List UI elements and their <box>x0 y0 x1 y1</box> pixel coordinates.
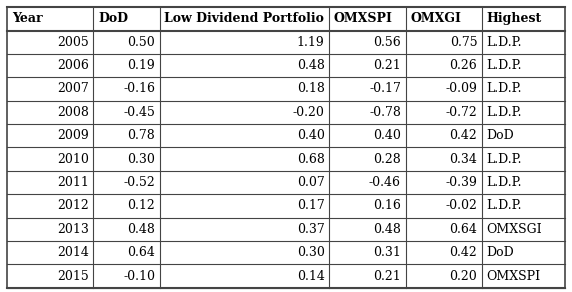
Text: 0.26: 0.26 <box>450 59 478 72</box>
Text: L.D.P.: L.D.P. <box>486 199 522 212</box>
Text: 0.21: 0.21 <box>374 59 401 72</box>
Text: L.D.P.: L.D.P. <box>486 83 522 95</box>
Text: DoD: DoD <box>486 129 514 142</box>
Text: -0.72: -0.72 <box>446 106 478 119</box>
Text: 2014: 2014 <box>57 246 89 259</box>
Text: 2011: 2011 <box>57 176 89 189</box>
Text: 0.40: 0.40 <box>297 129 325 142</box>
Text: -0.46: -0.46 <box>369 176 401 189</box>
Text: Year: Year <box>11 12 42 25</box>
Text: OMXSPI: OMXSPI <box>333 12 392 25</box>
Text: 0.30: 0.30 <box>297 246 325 259</box>
Text: L.D.P.: L.D.P. <box>486 153 522 166</box>
Text: 0.31: 0.31 <box>373 246 401 259</box>
Text: 0.64: 0.64 <box>128 246 155 259</box>
Text: 0.28: 0.28 <box>374 153 401 166</box>
Text: 2015: 2015 <box>57 270 89 283</box>
Text: 0.78: 0.78 <box>128 129 155 142</box>
Text: -0.52: -0.52 <box>124 176 155 189</box>
Text: 0.14: 0.14 <box>297 270 325 283</box>
Text: Low Dividend Portfolio: Low Dividend Portfolio <box>164 12 324 25</box>
Text: Highest: Highest <box>486 12 542 25</box>
Text: OMXSGI: OMXSGI <box>486 223 542 236</box>
Text: 0.20: 0.20 <box>450 270 478 283</box>
Text: 0.75: 0.75 <box>450 36 478 49</box>
Text: 2009: 2009 <box>57 129 89 142</box>
Text: 0.19: 0.19 <box>128 59 155 72</box>
Text: 1.19: 1.19 <box>297 36 325 49</box>
Text: -0.20: -0.20 <box>293 106 325 119</box>
Text: 0.18: 0.18 <box>297 83 325 95</box>
Text: 0.40: 0.40 <box>373 129 401 142</box>
Text: -0.09: -0.09 <box>446 83 478 95</box>
Text: 0.37: 0.37 <box>297 223 325 236</box>
Text: 0.48: 0.48 <box>373 223 401 236</box>
Text: DoD: DoD <box>486 246 514 259</box>
Text: 0.21: 0.21 <box>374 270 401 283</box>
Text: -0.17: -0.17 <box>369 83 401 95</box>
Text: -0.45: -0.45 <box>124 106 155 119</box>
Text: 2006: 2006 <box>57 59 89 72</box>
Text: 0.16: 0.16 <box>373 199 401 212</box>
Text: 0.68: 0.68 <box>297 153 325 166</box>
Text: L.D.P.: L.D.P. <box>486 106 522 119</box>
Text: DoD: DoD <box>98 12 128 25</box>
Text: 0.50: 0.50 <box>128 36 155 49</box>
Text: 0.42: 0.42 <box>450 246 478 259</box>
Text: -0.10: -0.10 <box>124 270 155 283</box>
Text: 0.07: 0.07 <box>297 176 325 189</box>
Text: 0.42: 0.42 <box>450 129 478 142</box>
Text: OMXGI: OMXGI <box>410 12 461 25</box>
Text: OMXSPI: OMXSPI <box>486 270 541 283</box>
Text: 0.17: 0.17 <box>297 199 325 212</box>
Text: -0.39: -0.39 <box>446 176 478 189</box>
Text: 0.30: 0.30 <box>128 153 155 166</box>
Text: -0.02: -0.02 <box>446 199 478 212</box>
Text: 0.12: 0.12 <box>128 199 155 212</box>
Text: 0.48: 0.48 <box>297 59 325 72</box>
Text: 2008: 2008 <box>57 106 89 119</box>
Text: 2007: 2007 <box>57 83 89 95</box>
Text: 0.34: 0.34 <box>450 153 478 166</box>
Text: 2012: 2012 <box>57 199 89 212</box>
Text: 2010: 2010 <box>57 153 89 166</box>
Text: 0.56: 0.56 <box>374 36 401 49</box>
Text: L.D.P.: L.D.P. <box>486 59 522 72</box>
Text: 2005: 2005 <box>57 36 89 49</box>
Text: -0.16: -0.16 <box>124 83 155 95</box>
Text: L.D.P.: L.D.P. <box>486 176 522 189</box>
Text: -0.78: -0.78 <box>369 106 401 119</box>
Text: 0.48: 0.48 <box>128 223 155 236</box>
Text: 2013: 2013 <box>57 223 89 236</box>
Text: 0.64: 0.64 <box>450 223 478 236</box>
Text: L.D.P.: L.D.P. <box>486 36 522 49</box>
